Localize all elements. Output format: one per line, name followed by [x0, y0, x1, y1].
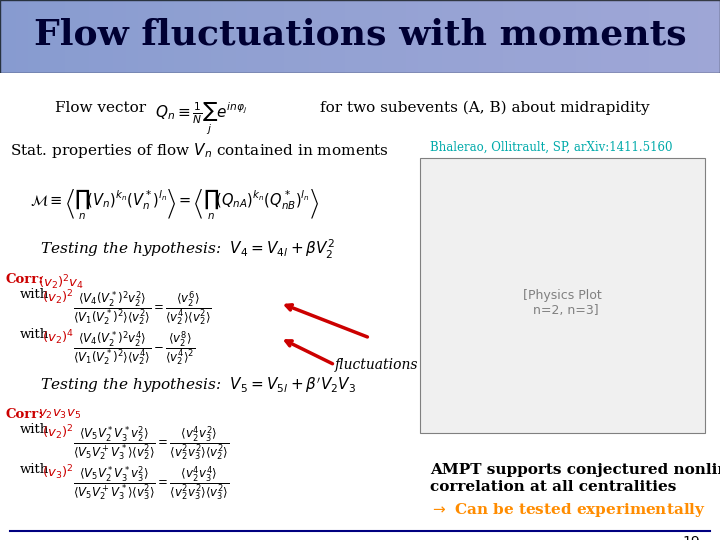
Text: $\dfrac{\langle V_4(V_2^*)^2 v_2^4 \rangle}{\langle V_1(V_2^*)^2 \rangle \langle: $\dfrac{\langle V_4(V_2^*)^2 v_2^4 \rang…: [73, 330, 195, 368]
Text: Flow fluctuations with moments: Flow fluctuations with moments: [34, 18, 686, 52]
Text: $\dfrac{\langle V_5 V_2^* V_3^* v_3^2 \rangle}{\langle V_5 V_2^+ V_3^* \rangle \: $\dfrac{\langle V_5 V_2^* V_3^* v_3^2 \r…: [73, 465, 230, 503]
FancyBboxPatch shape: [0, 0, 720, 73]
Text: $(v_2)^2$: $(v_2)^2$: [42, 288, 73, 307]
Text: with: with: [20, 288, 49, 301]
Text: $Q_n \equiv \frac{1}{N}\sum_j e^{in\varphi_j}$: $Q_n \equiv \frac{1}{N}\sum_j e^{in\varp…: [155, 101, 248, 137]
Text: $\dfrac{\langle V_5 V_2^* V_3^* v_2^2 \rangle}{\langle V_5 V_2^+ V_3^* \rangle \: $\dfrac{\langle V_5 V_2^* V_3^* v_2^2 \r…: [73, 425, 230, 463]
FancyBboxPatch shape: [420, 158, 705, 433]
Text: Corr:: Corr:: [5, 273, 43, 286]
Text: Stat. properties of flow $V_n$ contained in moments: Stat. properties of flow $V_n$ contained…: [10, 141, 389, 160]
Text: with: with: [20, 463, 49, 476]
Text: Testing the hypothesis:  $V_5 = V_{5l} + \beta' V_2 V_3$: Testing the hypothesis: $V_5 = V_{5l} + …: [40, 375, 356, 395]
Text: $\rightarrow$ Can be tested experimentally: $\rightarrow$ Can be tested experimental…: [430, 501, 706, 519]
Text: $(v_3)^2$: $(v_3)^2$: [42, 463, 73, 482]
Text: $(v_2)^2$: $(v_2)^2$: [42, 423, 73, 442]
Text: $(v_2)^2 v_4$: $(v_2)^2 v_4$: [38, 273, 84, 292]
Text: fluctuations: fluctuations: [335, 358, 418, 372]
Text: for two subevents (A, B) about midrapidity: for two subevents (A, B) about midrapidi…: [320, 101, 649, 116]
Text: [Physics Plot
  n=2, n=3]: [Physics Plot n=2, n=3]: [523, 289, 601, 317]
Text: $\dfrac{\langle V_4(V_2^*)^2 v_2^2 \rangle}{\langle V_1(V_2^*)^2 \rangle \langle: $\dfrac{\langle V_4(V_2^*)^2 v_2^2 \rang…: [73, 290, 212, 328]
Text: $\mathcal{M} \equiv \left\langle \prod_n (V_n)^{k_n}(V_n^*)^{l_n} \right\rangle : $\mathcal{M} \equiv \left\langle \prod_n…: [30, 188, 319, 222]
Text: 19: 19: [683, 535, 700, 540]
Text: Bhalerao, Ollitrault, SP, arXiv:1411.5160: Bhalerao, Ollitrault, SP, arXiv:1411.516…: [430, 141, 672, 154]
Text: Testing the hypothesis:  $V_4 = V_{4l} + \beta V_2^2$: Testing the hypothesis: $V_4 = V_{4l} + …: [40, 238, 335, 261]
Text: Corr:: Corr:: [5, 408, 43, 421]
Text: Flow vector: Flow vector: [55, 101, 146, 115]
Text: $v_2 v_3 v_5$: $v_2 v_3 v_5$: [38, 408, 81, 421]
Text: $(v_2)^4$: $(v_2)^4$: [42, 328, 74, 347]
Text: AMPT supports conjectured nonlinear: AMPT supports conjectured nonlinear: [430, 463, 720, 477]
Text: correlation at all centralities: correlation at all centralities: [430, 480, 676, 494]
Text: with: with: [20, 423, 49, 436]
Text: with: with: [20, 328, 49, 341]
